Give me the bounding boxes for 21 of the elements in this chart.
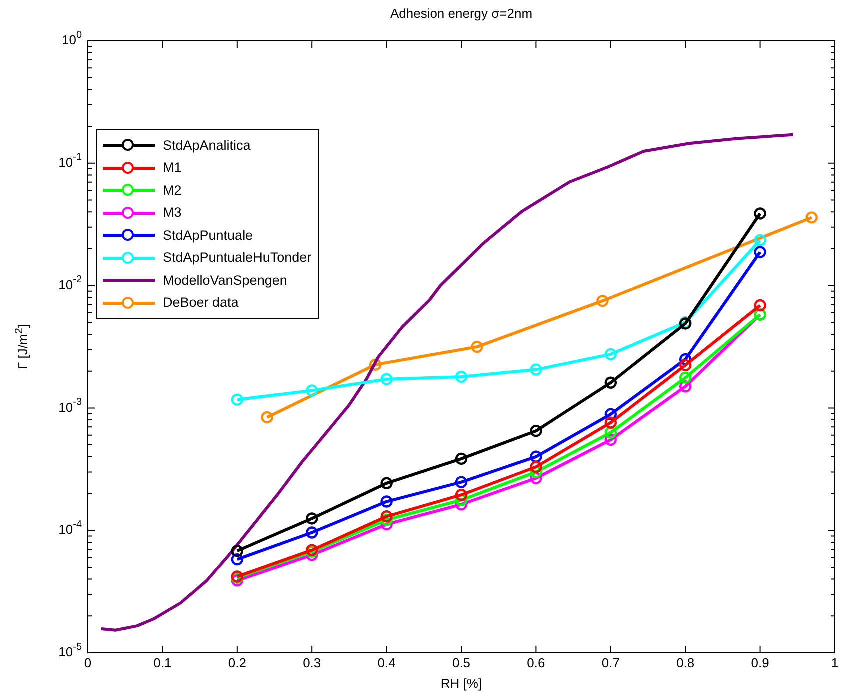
x-tick-label: 0.4 bbox=[378, 655, 396, 670]
legend-label: M3 bbox=[163, 205, 182, 220]
chart-title: Adhesion energy σ=2nm bbox=[389, 6, 534, 21]
legend-label: M2 bbox=[163, 182, 182, 198]
legend-label: StdApPuntuale bbox=[163, 228, 254, 243]
legend-label: StdApPuntualeHuTonder bbox=[163, 250, 312, 266]
x-tick-label: 0.6 bbox=[527, 655, 546, 670]
x-tick-label: 0.5 bbox=[452, 655, 471, 670]
x-tick-label: 0.7 bbox=[602, 655, 620, 670]
legend-label: DeBoer data bbox=[163, 295, 239, 310]
legend-label: StdApAnalitica bbox=[163, 138, 251, 153]
x-tick-label: 0 bbox=[84, 655, 92, 670]
x-tick-label: 0.3 bbox=[303, 655, 322, 670]
x-tick-label: 0.8 bbox=[676, 655, 695, 670]
x-tick-label: 1 bbox=[831, 655, 839, 670]
legend-label: M1 bbox=[163, 160, 182, 176]
x-tick-label: 0.1 bbox=[154, 655, 172, 670]
x-tick-label: 0.9 bbox=[751, 655, 770, 670]
x-tick-label: 0.2 bbox=[228, 655, 246, 670]
legend-label: ModelloVanSpengen bbox=[163, 272, 288, 288]
x-axis-title: RH [%] bbox=[440, 676, 484, 691]
